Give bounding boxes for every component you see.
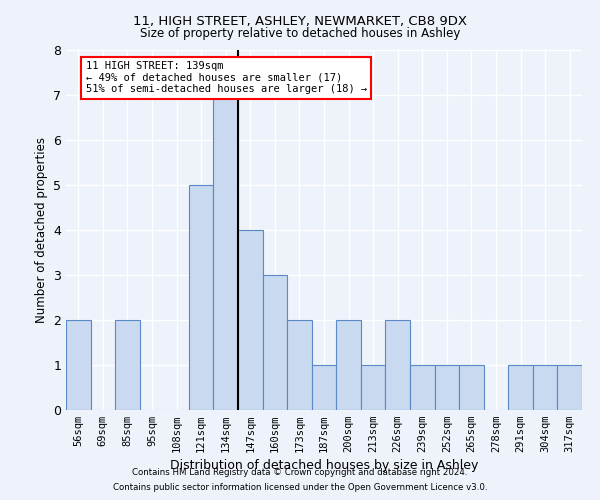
Bar xyxy=(214,95,238,410)
Text: Size of property relative to detached houses in Ashley: Size of property relative to detached ho… xyxy=(140,28,460,40)
Y-axis label: Number of detached properties: Number of detached properties xyxy=(35,137,47,323)
X-axis label: Distribution of detached houses by size in Ashley: Distribution of detached houses by size … xyxy=(170,460,478,472)
Text: Contains HM Land Registry data © Crown copyright and database right 2024.: Contains HM Land Registry data © Crown c… xyxy=(132,468,468,477)
Bar xyxy=(238,230,263,410)
Bar xyxy=(533,365,557,410)
Bar xyxy=(263,275,287,410)
Text: Contains public sector information licensed under the Open Government Licence v3: Contains public sector information licen… xyxy=(113,483,487,492)
Bar xyxy=(66,320,91,410)
Bar xyxy=(361,365,385,410)
Bar xyxy=(385,320,410,410)
Bar xyxy=(312,365,336,410)
Bar xyxy=(557,365,582,410)
Bar xyxy=(336,320,361,410)
Text: 11, HIGH STREET, ASHLEY, NEWMARKET, CB8 9DX: 11, HIGH STREET, ASHLEY, NEWMARKET, CB8 … xyxy=(133,15,467,28)
Text: 11 HIGH STREET: 139sqm
← 49% of detached houses are smaller (17)
51% of semi-det: 11 HIGH STREET: 139sqm ← 49% of detached… xyxy=(86,62,367,94)
Bar xyxy=(508,365,533,410)
Bar xyxy=(459,365,484,410)
Bar xyxy=(287,320,312,410)
Bar xyxy=(434,365,459,410)
Bar xyxy=(189,185,214,410)
Bar xyxy=(410,365,434,410)
Bar xyxy=(115,320,140,410)
